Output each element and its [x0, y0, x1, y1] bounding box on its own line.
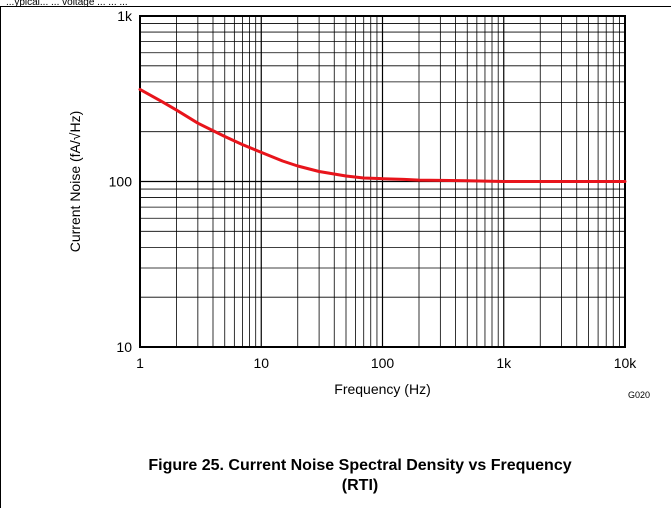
figure-code: G020	[628, 390, 650, 400]
x-tick-label: 100	[371, 355, 395, 371]
header-text-fragment: ...ypical... ... voltage ... ... ...	[6, 0, 128, 8]
series-line-current-noise	[138, 87, 627, 183]
x-tick-label: 10k	[614, 355, 638, 371]
frame-left-border	[0, 6, 1, 508]
y-tick-labels: 10 100 1k	[109, 8, 133, 355]
caption-line-2: (RTI)	[341, 477, 379, 494]
frame-top-border	[0, 6, 671, 7]
y-tick-label: 100	[109, 174, 133, 190]
x-tick-label: 1	[136, 355, 144, 371]
caption-line-1: Figure 25. Current Noise Spectral Densit…	[148, 457, 572, 474]
y-tick-label: 1k	[117, 8, 133, 24]
x-tick-label: 1k	[496, 355, 512, 371]
x-axis-label: Frequency (Hz)	[334, 381, 430, 397]
x-tick-label: 10	[253, 355, 269, 371]
y-axis-label: Current Noise (fA/√Hz)	[67, 111, 83, 253]
x-tick-labels: 1 10 100 1k 10k	[136, 355, 637, 371]
figure-caption: Figure 25. Current Noise Spectral Densit…	[60, 456, 660, 496]
y-tick-label: 10	[116, 339, 132, 355]
